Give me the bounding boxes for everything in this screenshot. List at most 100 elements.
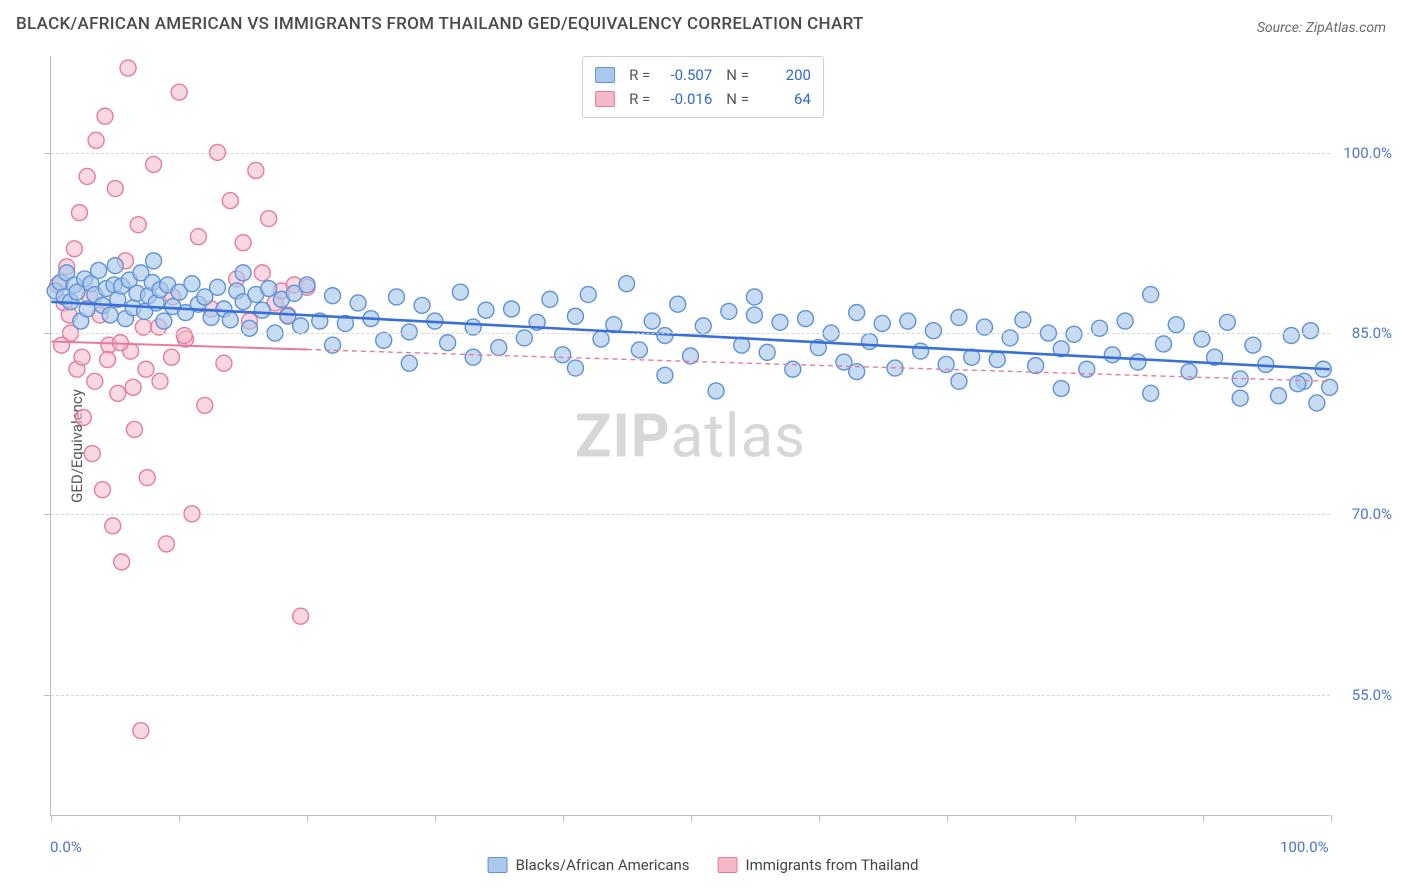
data-point: [1117, 313, 1133, 329]
legend-bottom: Blacks/African Americans Immigrants from…: [488, 856, 919, 874]
data-point: [75, 409, 91, 425]
data-point: [87, 373, 103, 389]
data-point: [772, 314, 788, 330]
data-point: [619, 276, 635, 292]
data-point: [210, 279, 226, 295]
swatch-series-1-icon: [488, 857, 508, 873]
data-point: [1053, 381, 1069, 397]
data-point: [951, 373, 967, 389]
data-point: [861, 334, 877, 350]
data-point: [133, 723, 149, 739]
data-point: [100, 352, 116, 368]
data-point: [1232, 390, 1248, 406]
gridline: [51, 695, 1330, 696]
data-point: [222, 312, 238, 328]
data-point: [146, 156, 162, 172]
legend-label-2: Immigrants from Thailand: [746, 856, 919, 874]
legend-row-2: R = -0.016 N = 64: [595, 87, 811, 111]
y-tick: [44, 514, 51, 515]
data-point: [1219, 314, 1235, 330]
data-point: [401, 324, 417, 340]
data-point: [299, 277, 315, 293]
y-tick: [44, 695, 51, 696]
data-point: [1028, 358, 1044, 374]
data-point: [1002, 330, 1018, 346]
data-point: [746, 289, 762, 305]
swatch-series-2-icon: [718, 857, 738, 873]
data-point: [1168, 317, 1184, 333]
data-point: [913, 343, 929, 359]
data-point: [88, 132, 104, 148]
data-point: [721, 303, 737, 319]
data-point: [1015, 312, 1031, 328]
data-point: [74, 349, 90, 365]
source-label: Source: ZipAtlas.com: [1257, 20, 1386, 36]
data-point: [190, 229, 206, 245]
data-point: [84, 446, 100, 462]
data-point: [1290, 376, 1306, 392]
data-point: [107, 258, 123, 274]
y-tick-label: 55.0%: [1337, 686, 1392, 704]
x-tick: [947, 815, 948, 822]
data-point: [555, 347, 571, 363]
data-point: [120, 60, 136, 76]
r-value-2: -0.016: [660, 87, 712, 111]
data-point: [708, 383, 724, 399]
data-point: [670, 296, 686, 312]
data-point: [951, 309, 967, 325]
y-tick: [44, 153, 51, 154]
data-point: [254, 302, 270, 318]
data-point: [91, 262, 107, 278]
data-point: [1245, 337, 1261, 353]
data-point: [79, 168, 95, 184]
data-point: [695, 318, 711, 334]
gridline: [51, 514, 1330, 515]
x-tick: [563, 815, 564, 822]
r-label-2: R =: [629, 87, 650, 111]
data-point: [989, 352, 1005, 368]
data-point: [197, 397, 213, 413]
legend-item-1: Blacks/African Americans: [488, 856, 690, 874]
data-point: [156, 313, 172, 329]
data-point: [164, 349, 180, 365]
data-point: [388, 289, 404, 305]
data-point: [126, 421, 142, 437]
data-point: [516, 330, 532, 346]
data-point: [146, 253, 162, 269]
data-point: [631, 342, 647, 358]
data-point: [102, 307, 118, 323]
x-axis-min-label: 0.0%: [50, 838, 82, 856]
data-point: [66, 241, 82, 257]
data-point: [504, 301, 520, 317]
gridline: [51, 333, 1330, 334]
swatch-series-1: [595, 67, 615, 83]
chart-title: BLACK/AFRICAN AMERICAN VS IMMIGRANTS FRO…: [16, 14, 864, 34]
data-point: [376, 332, 392, 348]
data-point: [874, 315, 890, 331]
data-point: [414, 297, 430, 313]
x-tick: [1075, 815, 1076, 822]
data-point: [325, 288, 341, 304]
data-point: [216, 355, 232, 371]
scatter-plot-svg: [51, 56, 1330, 815]
data-point: [184, 276, 200, 292]
data-point: [900, 313, 916, 329]
data-point: [1155, 336, 1171, 352]
n-label-2: N =: [726, 87, 749, 111]
r-label-1: R =: [629, 63, 650, 87]
x-tick: [819, 815, 820, 822]
data-point: [1302, 323, 1318, 339]
data-point: [176, 328, 192, 344]
n-value-1: 200: [759, 63, 811, 87]
data-point: [97, 108, 113, 124]
data-point: [1271, 388, 1287, 404]
legend-correlation-box: R = -0.507 N = 200 R = -0.016 N = 64: [582, 56, 824, 118]
data-point: [1143, 287, 1159, 303]
data-point: [94, 482, 110, 498]
data-point: [401, 355, 417, 371]
data-point: [158, 536, 174, 552]
legend-row-1: R = -0.507 N = 200: [595, 63, 811, 87]
data-point: [567, 308, 583, 324]
data-point: [1283, 328, 1299, 344]
data-point: [107, 181, 123, 197]
